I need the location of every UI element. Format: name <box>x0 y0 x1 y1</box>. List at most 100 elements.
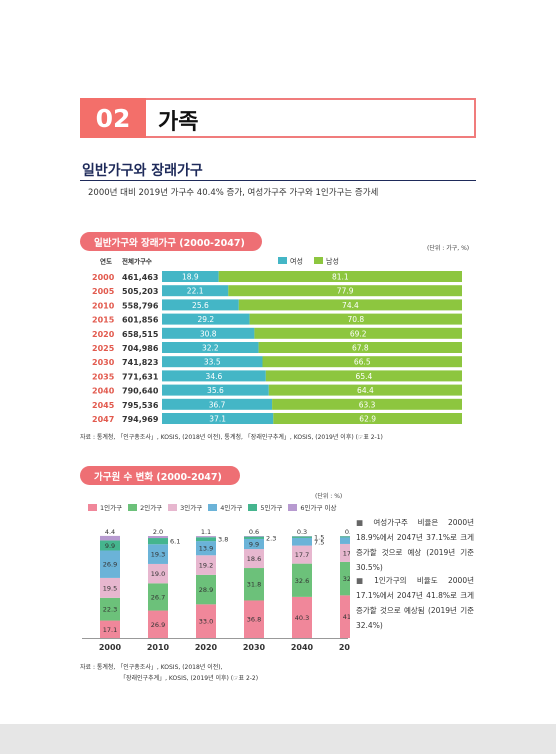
note-female-head: ■ 여성가구주 비율은 2000년 18.9%에서 2047년 37.1%로 크게… <box>356 515 474 575</box>
segment-value-label: 19.5 <box>103 584 117 592</box>
bar-male <box>258 342 462 353</box>
bar-value-label: 65.4 <box>356 372 373 381</box>
segment-value-label: 17.1 <box>103 626 117 634</box>
segment-value-label: 17.7 <box>295 551 309 559</box>
chart2-legend-item: 1인가구 <box>88 502 122 512</box>
column-segment-5 <box>100 540 120 551</box>
page-footer-band <box>0 724 556 754</box>
note-text: 여성가구주 비율은 2000년 18.9%에서 2047년 37.1%로 크게 … <box>356 518 474 572</box>
column-segment-2 <box>148 583 168 611</box>
column-segment-5 <box>292 536 312 538</box>
household-size-chart: 17.1 22.3 19.5 26.9 9.9 4.4 2000 26.9 26.7 19.0 19… <box>82 528 350 652</box>
bar-female <box>162 398 273 410</box>
column-segment-5 <box>196 537 216 542</box>
segment-value-label: 32.6 <box>295 577 309 585</box>
bar-male <box>254 327 462 339</box>
segment-value-label: 26.9 <box>151 621 165 629</box>
chart1-legend-swatch <box>278 257 287 264</box>
column-segment-2 <box>340 561 350 596</box>
chart2-source-line2: 「장래인구추계」, KOSIS, (2019년 이후) (☞표 2-2) <box>120 675 259 682</box>
chart2-legend-item: 2인가구 <box>128 502 162 512</box>
bar-value-label: 70.8 <box>347 315 364 324</box>
chart2-legend: 1인가구 2인가구 3인가구 4인가구 5인가구 6인가구 이상 <box>88 502 348 512</box>
segment-value-label: 2.3 <box>266 534 276 542</box>
chart2-year-label: 2030 <box>243 643 266 652</box>
bar-value-label: 81.1 <box>332 273 349 282</box>
bar-male <box>262 356 462 368</box>
segment-value-label: 33.0 <box>199 618 213 626</box>
column-segment-1 <box>292 596 312 638</box>
bar-female <box>162 299 239 311</box>
bar-female <box>162 285 229 297</box>
bar-female <box>162 327 255 339</box>
section-subtitle: 2000년 대비 2019년 가구수 40.4% 증가, 여성가구주 가구와 1… <box>88 188 379 198</box>
segment-value-label: 0.2 <box>345 528 350 536</box>
note-text: 1인가구의 비율도 2000년 17.1%에서 2047년 41.8%로 크게 … <box>356 576 475 630</box>
bullet-square-icon: ■ <box>356 576 372 585</box>
bar-value-label: 37.1 <box>209 415 226 424</box>
chart1-year-label: 2045 <box>92 401 115 410</box>
bar-female <box>162 356 263 368</box>
chart1-total-label: 771,631 <box>122 372 159 381</box>
bar-value-label: 64.4 <box>357 386 374 395</box>
bar-value-label: 62.9 <box>359 415 376 424</box>
bar-value-label: 18.9 <box>182 273 199 282</box>
chart1-year-label: 2015 <box>92 316 115 325</box>
column-segment-5 <box>148 538 168 545</box>
column-segment-3 <box>100 577 120 598</box>
chart2-legend-item: 3인가구 <box>168 502 202 512</box>
segment-value-label: 17.6 <box>343 549 350 557</box>
column-segment-4 <box>148 544 168 564</box>
segment-value-label: 6.1 <box>170 538 180 546</box>
bar-female <box>162 370 266 382</box>
column-segment-6 <box>196 536 216 538</box>
bar-value-label: 36.7 <box>209 400 226 409</box>
column-segment-4 <box>100 550 120 578</box>
bar-value-label: 25.6 <box>192 301 209 310</box>
chart1-total-label: 741,823 <box>122 358 158 367</box>
column-segment-6 <box>244 536 264 537</box>
column-segment-4 <box>292 537 312 546</box>
bar-value-label: 69.2 <box>350 329 367 338</box>
segment-value-label: 9.9 <box>105 542 115 550</box>
chart1-unit: (단위 : 가구, %) <box>427 245 470 252</box>
column-segment-6 <box>100 535 120 541</box>
chapter-title: 가족 <box>158 110 199 135</box>
bar-male <box>228 285 462 297</box>
bullet-square-icon: ■ <box>356 518 371 527</box>
chart1-year-label: 2030 <box>92 358 115 367</box>
chapter-number: 02 <box>80 98 146 138</box>
legend-label: 4인가구 <box>220 504 243 512</box>
legend-swatch <box>88 503 97 511</box>
chart2-year-label: 2020 <box>195 643 218 652</box>
bar-female <box>162 413 274 424</box>
segment-value-label: 32.8 <box>343 575 350 583</box>
segment-value-label: 36.8 <box>247 616 261 624</box>
segment-value-label: 26.7 <box>151 593 165 601</box>
segment-value-label: 40.3 <box>295 614 309 622</box>
column-segment-3 <box>292 545 312 564</box>
segment-value-label: 19.2 <box>199 562 213 570</box>
bar-female <box>162 313 250 325</box>
bar-male <box>265 370 462 382</box>
chart1-legend-label: 여성 <box>290 257 303 266</box>
segment-value-label: 13.9 <box>199 545 213 553</box>
segment-value-label: 18.6 <box>247 555 261 563</box>
bar-male <box>272 398 462 410</box>
column-segment-2 <box>100 597 120 621</box>
column-segment-1 <box>244 600 264 638</box>
legend-swatch <box>288 503 298 511</box>
column-segment-1 <box>340 595 350 638</box>
legend-label: 6인가구 이상 <box>300 504 337 512</box>
chart1-total-label: 461,463 <box>122 273 158 282</box>
column-segment-2 <box>292 563 312 597</box>
bar-value-label: 22.1 <box>187 287 204 296</box>
chart1-legend-swatch <box>314 257 323 264</box>
bar-male <box>249 313 462 325</box>
column-segment-6 <box>148 536 168 539</box>
chart1-total-label: 558,796 <box>122 301 159 310</box>
segment-value-label: 22.3 <box>103 606 117 614</box>
segment-value-label: 1.5 <box>314 534 324 542</box>
chart1-total-label: 704,986 <box>122 344 159 353</box>
bar-value-label: 35.6 <box>207 386 224 395</box>
